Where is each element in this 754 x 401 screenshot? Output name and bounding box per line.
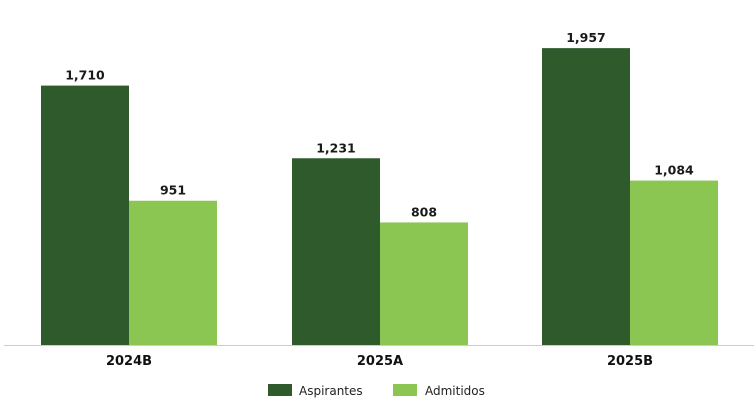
legend-swatch-admitidos xyxy=(393,384,417,396)
x-tick-label-2025a: 2025A xyxy=(357,354,403,369)
x-tick-label-2024b: 2024B xyxy=(106,354,152,369)
legend-item-admitidos: Admitidos xyxy=(393,384,485,398)
legend-item-aspirantes: Aspirantes xyxy=(268,384,363,398)
bar-admitidos-2025b xyxy=(630,180,718,345)
data-label-aspirantes-2024b: 1,710 xyxy=(65,68,105,83)
value-labels-group: 1,710 951 1,231 808 1,957 1,084 xyxy=(65,30,694,219)
bar-aspirantes-2024b xyxy=(41,85,129,345)
data-label-admitidos-2025b: 1,084 xyxy=(654,163,694,178)
bar-admitidos-2025a xyxy=(380,222,468,345)
bar-aspirantes-2025a xyxy=(292,158,380,345)
bar-admitidos-2024b xyxy=(129,200,217,345)
legend: Aspirantes Admitidos xyxy=(268,384,485,398)
data-label-aspirantes-2025b: 1,957 xyxy=(566,30,606,45)
data-label-admitidos-2025a: 808 xyxy=(411,204,437,219)
bars-group xyxy=(41,48,718,345)
data-label-admitidos-2024b: 951 xyxy=(160,183,186,198)
bar-aspirantes-2025b xyxy=(542,48,630,345)
legend-label-aspirantes: Aspirantes xyxy=(299,384,363,398)
legend-label-admitidos: Admitidos xyxy=(425,384,485,398)
legend-swatch-aspirantes xyxy=(268,384,292,396)
x-tick-label-2025b: 2025B xyxy=(607,354,653,369)
x-tick-labels-group: 2024B 2025A 2025B xyxy=(106,354,653,369)
data-label-aspirantes-2025a: 1,231 xyxy=(316,140,356,155)
